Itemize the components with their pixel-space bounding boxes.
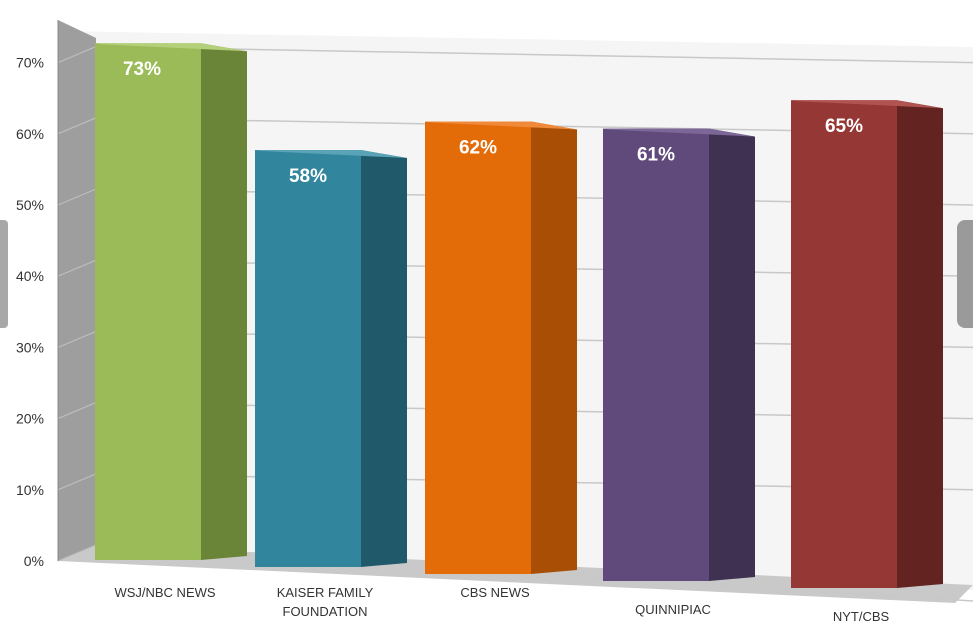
x-tick-label: QUINNIPIAC [635, 602, 711, 617]
bar-side [709, 128, 755, 581]
bar-side [361, 150, 407, 568]
gridline-side [57, 117, 97, 135]
gridline-side [57, 544, 97, 562]
y-tick-label: 60% [16, 126, 44, 142]
scroll-handle-right[interactable] [957, 220, 973, 328]
x-tick-label: KAISER FAMILY [277, 585, 374, 600]
bar-value-label: 62% [459, 138, 497, 159]
bar-side [531, 121, 577, 574]
gridline-side [57, 402, 97, 420]
gridline [95, 45, 973, 64]
gridline-side [57, 473, 97, 491]
gridline-side [57, 259, 97, 277]
scroll-handle-left[interactable] [0, 220, 8, 328]
bar [791, 100, 897, 588]
y-tick-label: 70% [16, 55, 44, 71]
gridline-side [57, 330, 97, 348]
y-tick-label: 20% [16, 411, 44, 427]
bar-top [425, 121, 577, 130]
bar-value-label: 65% [825, 116, 863, 137]
x-tick-label: WSJ/NBC NEWS [114, 585, 215, 600]
bar-value-label: 73% [123, 59, 161, 80]
y-tick-label: 40% [16, 268, 44, 284]
bar-top [603, 128, 755, 137]
bar-top [791, 100, 943, 109]
gridline-side [57, 188, 97, 206]
bar-side [897, 100, 943, 588]
y-tick-label: 30% [16, 339, 44, 355]
bar [603, 128, 709, 581]
bar [95, 43, 201, 561]
bar-side [201, 43, 247, 561]
bar-top [95, 43, 247, 52]
y-tick-label: 50% [16, 197, 44, 213]
gridline-side [57, 46, 97, 64]
x-tick-label: FOUNDATION [283, 604, 368, 619]
y-tick-label: 0% [24, 553, 44, 569]
x-tick-label: CBS NEWS [460, 585, 530, 600]
y-tick-label: 10% [16, 482, 44, 498]
bar [255, 150, 361, 568]
bar [425, 121, 531, 574]
left-wall [58, 20, 96, 561]
bar-top [255, 150, 407, 159]
bar-value-label: 58% [289, 166, 327, 187]
bar-value-label: 61% [637, 145, 675, 166]
x-tick-label: NYT/CBS [833, 609, 890, 624]
